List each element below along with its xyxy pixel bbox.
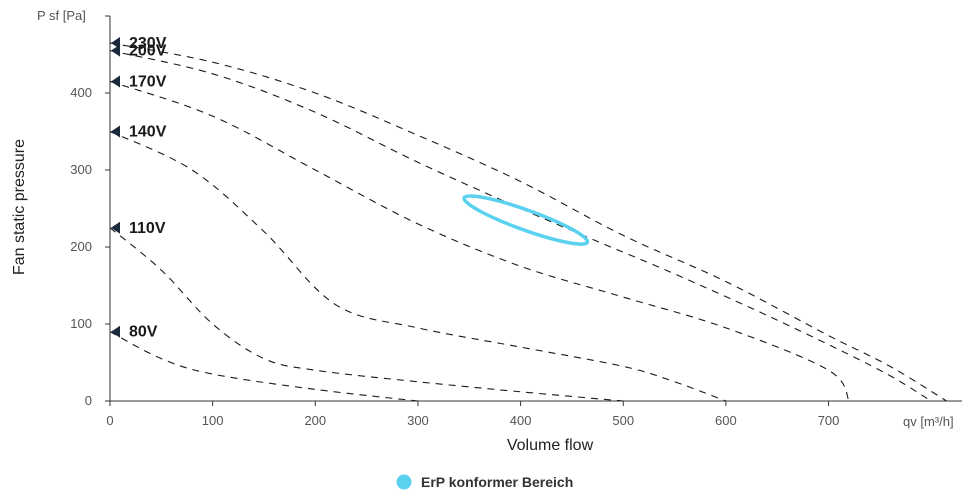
x-axis-title: Volume flow [507,437,594,454]
y-tick-label: 400 [70,85,92,100]
curve-200v [109,50,932,402]
legend: ErP konformer Bereich [396,474,573,490]
curve-80v [109,331,418,402]
legend-label-erp: ErP konformer Bereich [421,474,573,490]
y-tick-label: 100 [70,316,92,331]
voltage-marker-80v [111,325,120,338]
x-tick-label: 100 [202,413,224,428]
erp-region [462,194,590,246]
voltage-label-80v: 80V [129,324,158,341]
x-tick-label: 500 [612,413,634,428]
x-unit-label: qv [m³/h] [903,414,954,429]
x-tick-label: 700 [818,413,840,428]
y-axis-title: Fan static pressure [11,139,28,275]
curve-230v [109,42,947,402]
erp-region-outline [462,194,590,246]
voltage-marker-230v [111,36,120,49]
x-tick-label: 600 [715,413,737,428]
y-ticks: 0 100 200 300 400 [70,15,110,408]
voltage-marker-140v [111,125,120,138]
voltage-label-110v: 110V [129,220,166,237]
axes [109,16,962,402]
x-ticks: 0 100 200 300 400 500 600 700 [106,401,839,428]
voltage-label-170v: 170V [129,73,167,90]
x-tick-label: 300 [407,413,429,428]
x-tick-label: 400 [510,413,532,428]
x-tick-label: 0 [106,413,113,428]
voltage-marker-170v [111,75,120,88]
legend-swatch-erp [396,474,412,490]
voltage-marker-110v [111,221,120,234]
curve-170v [109,80,850,402]
voltage-marker-200v [111,44,120,57]
y-tick-label: 300 [70,162,92,177]
curve-110v [109,227,624,402]
voltage-label-230v: 230V [129,35,167,52]
y-unit-label: P sf [Pa] [37,8,86,23]
x-tick-label: 200 [304,413,326,428]
voltage-label-200v: 200V [129,43,167,60]
y-tick-label: 200 [70,239,92,254]
curve-140v [109,131,727,402]
voltage-label-140v: 140V [129,124,167,141]
fan-curves [109,42,947,402]
y-tick-label: 0 [85,393,92,408]
